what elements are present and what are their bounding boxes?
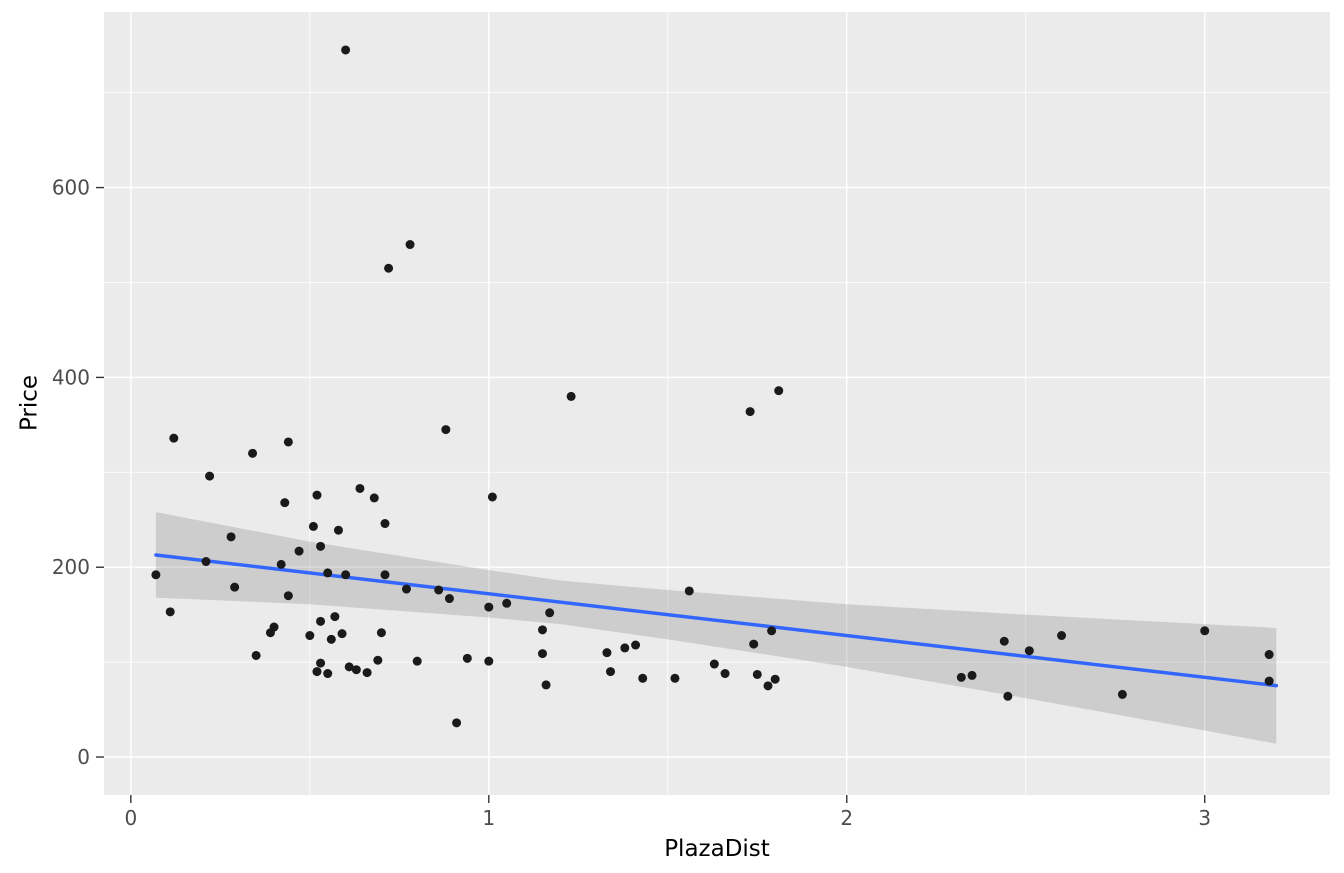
scatter-point (631, 640, 641, 650)
scatter-point (294, 546, 304, 556)
scatter-point (1024, 646, 1034, 656)
scatter-point (362, 668, 372, 678)
scatter-point (670, 673, 680, 683)
scatter-point (487, 492, 497, 502)
scatter-point (638, 673, 648, 683)
scatter-point (1057, 631, 1067, 641)
scatter-point (1264, 676, 1274, 686)
scatter-point (537, 625, 547, 635)
scatter-point (169, 433, 179, 443)
scatter-point (745, 407, 755, 417)
scatter-point (434, 585, 444, 595)
scatter-point (248, 448, 258, 458)
scatter-point (749, 639, 759, 649)
scatter-point (566, 391, 576, 401)
scatter-point (369, 493, 379, 503)
y-tick-label: 600 (52, 176, 90, 200)
scatter-point (341, 570, 351, 580)
scatter-point (620, 643, 630, 653)
scatter-point (767, 626, 777, 636)
scatter-point (333, 525, 343, 535)
scatter-point (763, 681, 773, 691)
confidence-ribbon (155, 512, 1277, 744)
scatter-point (312, 667, 322, 677)
scatter-point (316, 541, 326, 551)
scatter-point (283, 437, 293, 447)
x-tick-label: 0 (124, 806, 137, 830)
scatter-point (1003, 691, 1013, 701)
y-tick-label: 0 (77, 745, 90, 769)
scatter-point (770, 674, 780, 684)
scatter-point (537, 649, 547, 659)
scatter-point (151, 570, 161, 580)
scatter-point (1200, 626, 1210, 636)
scatter-point (201, 557, 211, 567)
scatter-point (602, 648, 612, 658)
scatter-point (323, 568, 333, 578)
scatter-point (1264, 650, 1274, 660)
scatter-point (373, 655, 383, 665)
scatter-point (412, 656, 422, 666)
scatter-point (401, 584, 411, 594)
scatter-point (999, 636, 1009, 646)
scatter-point (384, 263, 394, 273)
scatter-point (308, 521, 318, 531)
y-axis-title: Price (16, 374, 43, 432)
scatter-point (967, 670, 977, 680)
scatter-point (330, 612, 340, 622)
scatter-point (380, 519, 390, 529)
scatter-point (226, 532, 236, 542)
scatter-point (774, 386, 784, 396)
scatter-point (752, 669, 762, 679)
scatter-point (452, 718, 462, 728)
scatter-point (405, 240, 415, 250)
scatter-point (344, 662, 354, 672)
scatter-point (720, 669, 730, 679)
scatter-point (376, 628, 386, 638)
scatter-point (956, 672, 966, 682)
scatter-point (541, 680, 551, 690)
scatter-point (444, 594, 454, 604)
y-tick-label: 200 (52, 555, 90, 579)
scatter-point (684, 586, 694, 596)
scatter-point (484, 656, 494, 666)
x-tick-label: 2 (840, 806, 853, 830)
y-tick-label: 400 (52, 365, 90, 389)
scatter-point (323, 669, 333, 679)
scatter-point (351, 665, 361, 675)
x-tick-label: 1 (482, 806, 495, 830)
scatter-point (606, 667, 616, 677)
scatter-point (545, 608, 555, 618)
scatter-point (441, 425, 451, 435)
scatter-point (484, 602, 494, 612)
scatter-point (251, 650, 261, 660)
scatter-point (1117, 689, 1127, 699)
scatter-point (230, 582, 240, 592)
scatter-point (316, 616, 326, 626)
scatter-point (502, 598, 512, 608)
scatter-point (276, 559, 286, 569)
scatter-point (341, 45, 351, 55)
scatter-point (462, 653, 472, 663)
scatter-point (380, 570, 390, 580)
scatter-point (316, 658, 326, 668)
x-tick-label: 3 (1198, 806, 1211, 830)
scatter-point (265, 628, 275, 638)
scatter-point (305, 631, 315, 641)
scatter-point (337, 629, 347, 639)
scatter-point (280, 498, 290, 508)
scatter-point (326, 634, 336, 644)
scatter-point (709, 659, 719, 669)
scatter-point (205, 471, 215, 481)
x-axis-title: PlazaDist (664, 836, 770, 862)
scatter-point (312, 490, 322, 500)
scatter-point (283, 591, 293, 601)
scatter-point (355, 483, 365, 493)
scatter-point (165, 607, 175, 617)
